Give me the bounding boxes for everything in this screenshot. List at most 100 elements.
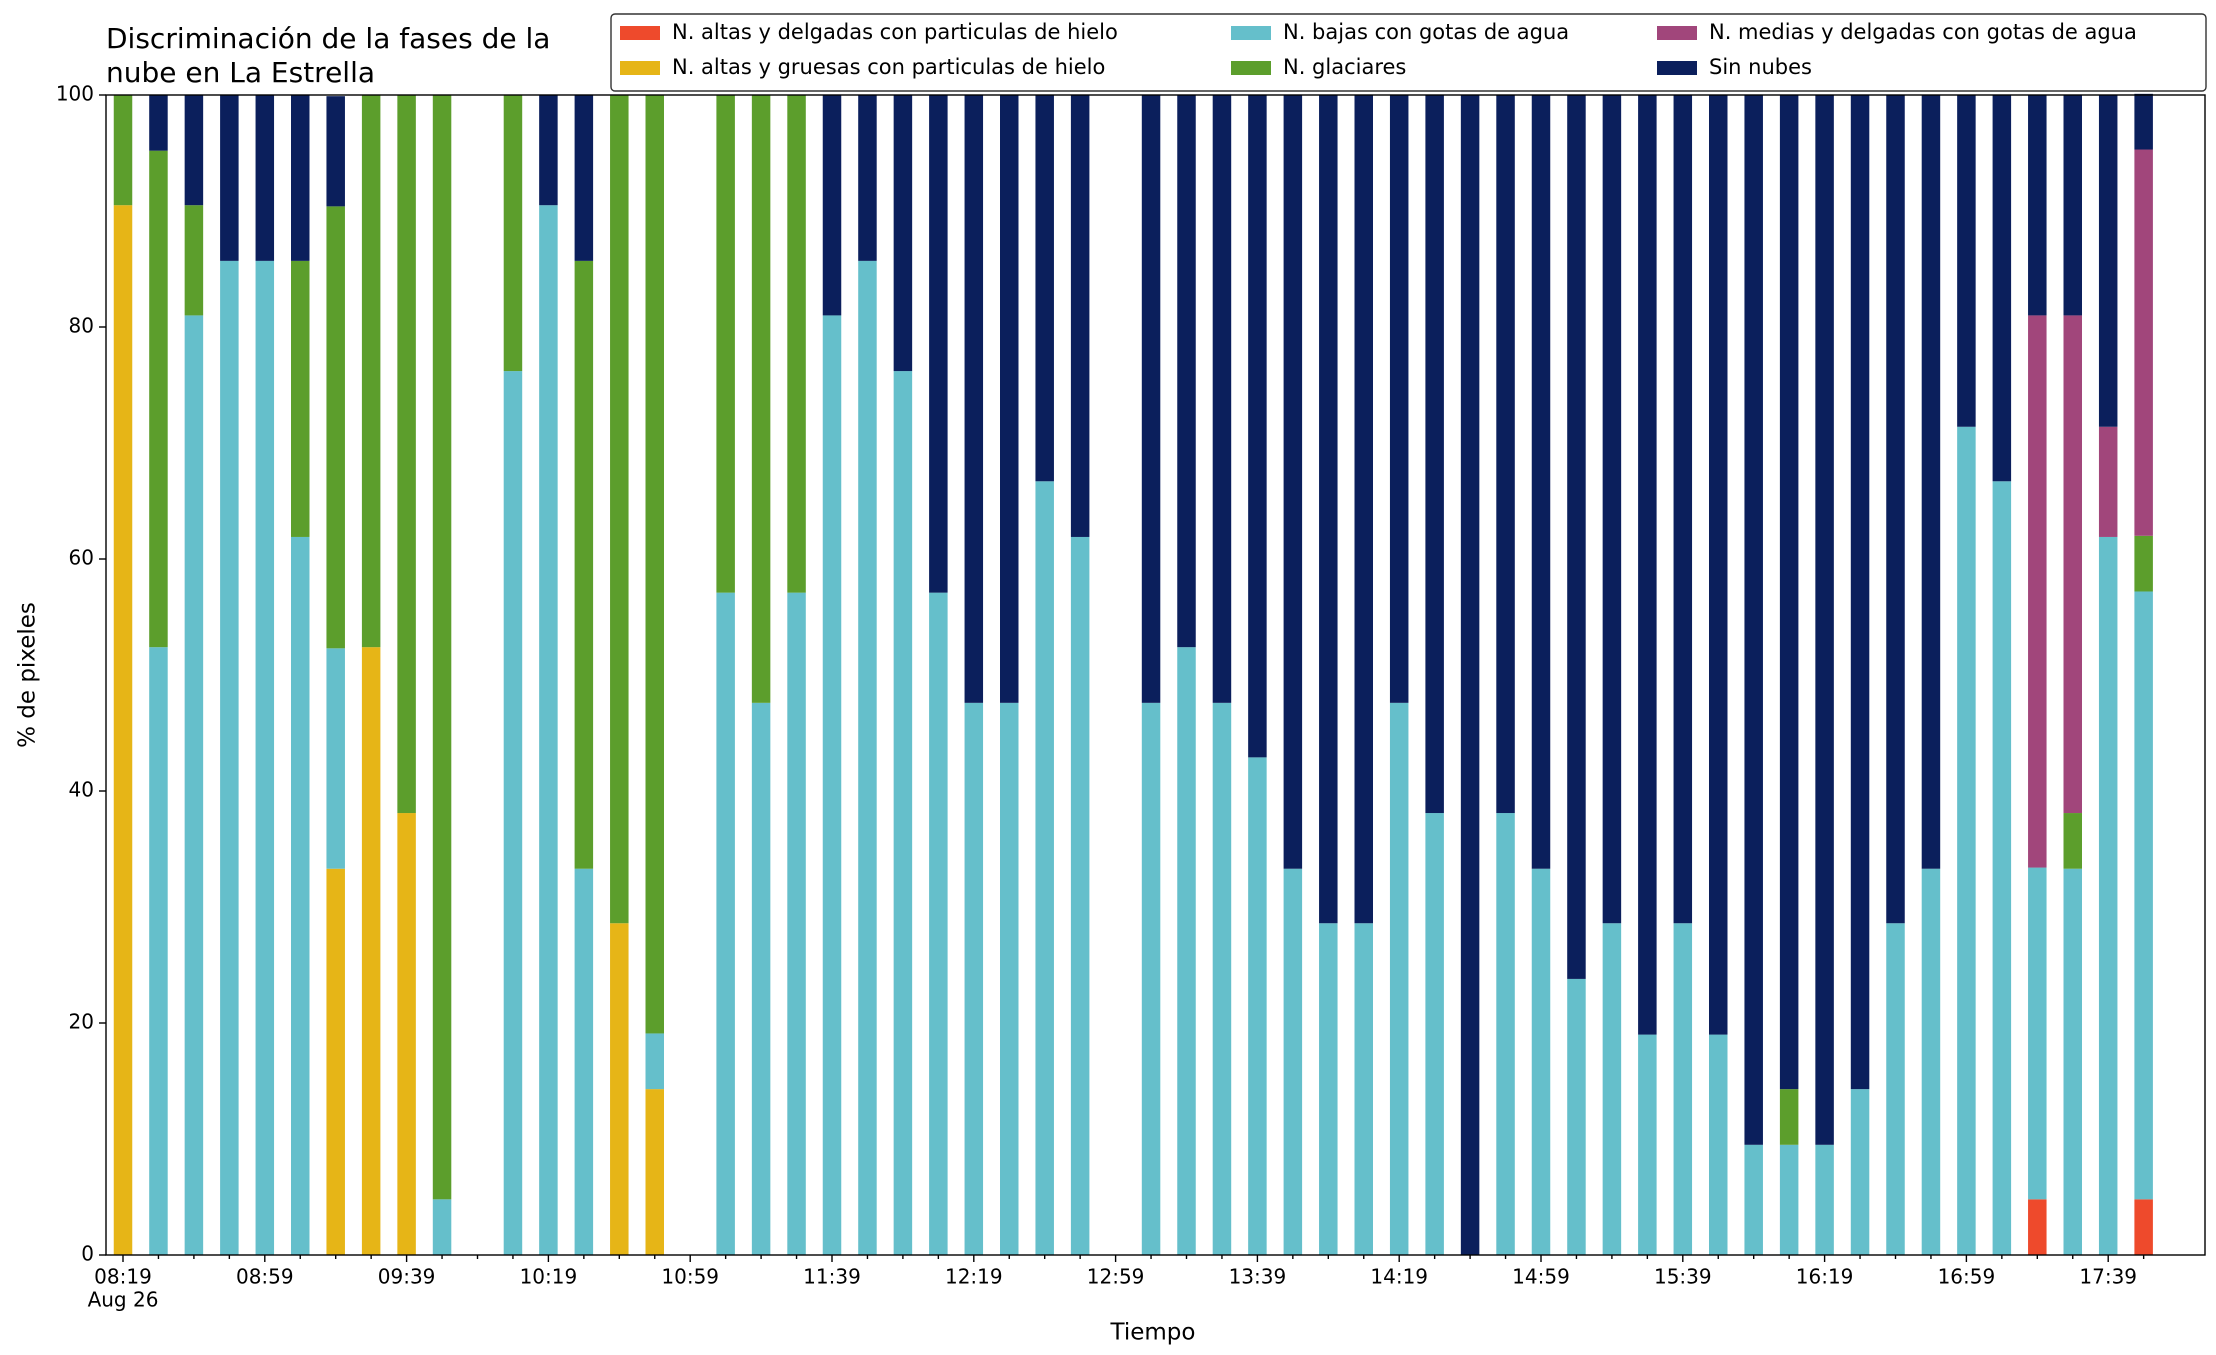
chart-title: nube en La Estrella [106,56,375,89]
bar-segment [361,95,381,648]
legend-swatch [620,61,660,75]
y-axis-label: % de pixeles [15,602,41,748]
legend-swatch [620,26,660,40]
bar-segment [326,96,345,207]
bar-segment [1744,1144,1763,1255]
bar-segment [2134,591,2153,1200]
bar-segment [184,315,204,1255]
x-tick-label: 16:59 [1938,1265,1996,1289]
bar-segment [1177,95,1196,648]
chart-title: Discriminación de la fases de la [106,22,550,55]
bar-segment [787,592,806,1255]
bar-segment [1000,702,1019,1255]
bar-segment [1921,868,1941,1255]
bar-segment [1460,95,1480,1255]
bar-segment [503,95,523,372]
bar-segment [397,813,416,1255]
bar-segment [1070,536,1090,1255]
x-axis-label: Tiempo [1110,1320,1196,1346]
bar-segment [1957,95,1976,427]
bar-segment [291,536,310,1255]
x-tick-label: 10:59 [661,1265,719,1289]
legend-swatch [1657,26,1697,40]
bar-segment [1602,923,1622,1255]
bar-segment [787,95,806,593]
x-tick-label: 08:19 [94,1265,152,1289]
bar-segment [964,95,984,703]
bar-segment [1531,868,1551,1255]
bar-segment [1141,702,1161,1255]
bar-segment [645,1033,664,1090]
legend-swatch [1231,61,1271,75]
bar-segment [1319,95,1338,924]
bar-segment [432,1199,452,1255]
legend-label: N. altas y gruesas con particulas de hie… [672,55,1105,79]
bar-segment [1992,95,2012,482]
bar-segment [1779,95,1799,1090]
x-tick-label: 08:59 [236,1265,294,1289]
bar-segment [2134,93,2153,150]
legend-label: N. medias y delgadas con gotas de agua [1709,20,2137,44]
bar-segment [1709,1034,1728,1255]
bar-segment [291,95,310,261]
bar-segment [220,260,239,1255]
bar-segment [1567,978,1586,1255]
bar-segment [1389,702,1409,1255]
bar-segment [1921,95,1941,869]
bar-segment [1035,481,1054,1255]
bar-segment [1673,95,1693,924]
legend-swatch [1231,26,1271,40]
bar-segment [1496,95,1515,814]
x-tick-label: 15:39 [1654,1265,1712,1289]
bar-segment [1354,95,1373,924]
bar-segment [149,150,168,648]
bar-segment [184,205,204,316]
bar-segment [822,95,842,316]
x-tick-label: 14:19 [1370,1265,1428,1289]
bar-segment [1000,95,1019,703]
legend-swatch [1657,61,1697,75]
x-date-label: Aug 26 [88,1288,159,1312]
y-tick-label: 0 [81,1242,94,1266]
bar-segment [610,95,629,924]
bar-segment [1319,923,1338,1255]
bar-segment [1992,481,2012,1255]
bar-segment [2063,315,2082,814]
bar-segment [1957,426,1976,1255]
bar-segment [432,95,452,1200]
bar-segment [2063,813,2082,869]
bar-segment [574,260,594,869]
x-tick-label: 12:19 [945,1265,1003,1289]
bar-segment [1283,868,1303,1255]
bar-segment [149,95,168,151]
bar-segment [893,371,913,1256]
bar-segment [2098,426,2118,537]
bar-segment [1673,923,1693,1255]
bar-segment [716,95,735,593]
bar-segment [1709,95,1728,1035]
bar-segment [1283,95,1303,869]
bar-segment [2134,535,2153,592]
bar-segment [2063,95,2082,316]
bar-segment [716,592,735,1255]
bar-segment [397,95,416,814]
bar-segment [2098,536,2118,1255]
plot-frame [105,94,2206,1256]
bar-segment [1779,1089,1799,1145]
legend-label: Sin nubes [1709,55,1812,79]
bar-segment [964,702,984,1255]
bar-segment [1744,95,1763,1145]
y-tick-label: 40 [69,778,94,802]
bar-segment [929,95,948,593]
x-tick-label: 13:39 [1229,1265,1287,1289]
bar-segment [610,923,629,1255]
x-tick-label: 11:39 [803,1265,861,1289]
bar-segment [1531,95,1551,869]
bar-segment [2134,1199,2153,1255]
bar-segment [2028,95,2047,316]
bar-segment [1638,1034,1657,1255]
bar-segment [893,95,913,372]
bar-segment [751,702,771,1255]
bar-segment [2028,867,2047,1200]
